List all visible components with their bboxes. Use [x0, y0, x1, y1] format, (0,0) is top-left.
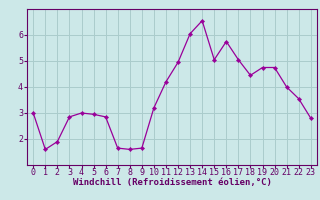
- X-axis label: Windchill (Refroidissement éolien,°C): Windchill (Refroidissement éolien,°C): [73, 178, 271, 187]
